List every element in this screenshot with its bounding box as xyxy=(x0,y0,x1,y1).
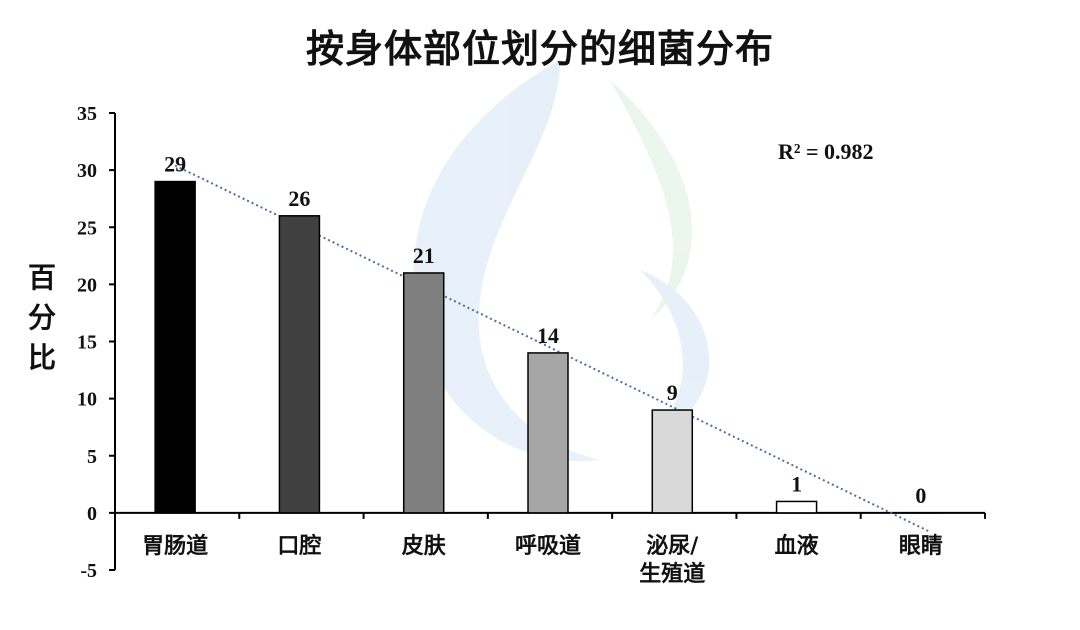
data-label-0: 29 xyxy=(164,152,186,177)
bar-4 xyxy=(651,409,694,514)
bar-1 xyxy=(278,215,321,514)
y-tick-label-8: 35 xyxy=(77,103,97,125)
y-tick-label-3: 10 xyxy=(77,389,97,411)
data-label-6: 0 xyxy=(915,483,926,508)
y-axis-label-char-1: 分 xyxy=(27,301,56,334)
r-squared-annotation: R² = 0.982 xyxy=(778,139,874,164)
y-tick-label-5: 20 xyxy=(77,274,97,296)
data-label-1: 26 xyxy=(288,186,310,211)
bar-3 xyxy=(527,352,569,514)
data-label-4: 9 xyxy=(667,380,678,405)
category-label-4-line-0: 泌尿/ xyxy=(646,533,699,559)
category-labels: 胃肠道 口腔 皮肤 呼吸道 泌尿/生殖道 血液 眼睛 xyxy=(142,533,943,587)
data-label-2: 21 xyxy=(413,243,435,268)
category-label-6: 眼睛 xyxy=(899,533,943,559)
bar-2 xyxy=(402,272,445,514)
category-label-1: 口腔 xyxy=(277,533,321,559)
data-label-3: 14 xyxy=(537,323,559,348)
y-tick-label-2: 5 xyxy=(87,446,97,468)
data-label-5: 1 xyxy=(791,471,802,496)
y-axis-label: 百分比 xyxy=(22,258,62,378)
bar-series xyxy=(154,180,942,514)
data-labels: 29 26 21 14 9 1 0 xyxy=(164,152,926,508)
y-axis-label-char-2: 比 xyxy=(27,341,56,374)
category-label-2: 皮肤 xyxy=(402,533,447,559)
y-axis-label-char-0: 百 xyxy=(27,261,56,294)
y-tick-label-1: 0 xyxy=(87,503,97,525)
category-label-0: 胃肠道 xyxy=(142,533,208,559)
category-label-4-line-1: 生殖道 xyxy=(639,561,705,587)
category-label-5: 血液 xyxy=(775,533,819,559)
background-logo-watermark xyxy=(413,60,710,462)
y-tick-label-6: 25 xyxy=(77,217,97,239)
y-tick-label-7: 30 xyxy=(77,160,97,182)
bar-0 xyxy=(154,180,196,514)
y-tick-label-4: 15 xyxy=(77,332,97,354)
y-tick-label-0: -5 xyxy=(80,560,97,582)
chart-title: 按身体部位划分的细菌分布 xyxy=(305,27,774,71)
category-label-3: 呼吸道 xyxy=(515,533,581,559)
bar-5 xyxy=(775,500,818,514)
